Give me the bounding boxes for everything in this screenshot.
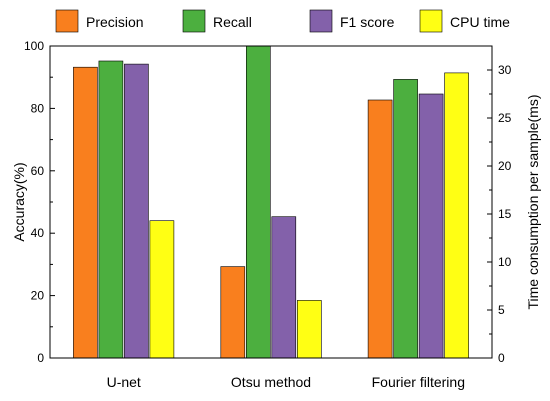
bar-cpu-time-otsu-method: [296, 300, 322, 359]
y2-tick-label: 15: [498, 207, 512, 221]
y-tick-label: 60: [31, 164, 45, 178]
y-tick-label: 40: [31, 226, 45, 240]
legend-swatch-recall: [182, 9, 206, 33]
bar-f1-score-u-net: [124, 63, 149, 359]
bar-precision-otsu-method: [220, 266, 246, 359]
legend-swatch-precision: [55, 9, 79, 33]
y-tick-label: 0: [37, 351, 44, 365]
legend-label: CPU time: [450, 14, 510, 30]
bar-f1-score-otsu-method: [271, 216, 297, 359]
bar-recall-u-net: [98, 60, 124, 359]
y-tick-label: 20: [31, 289, 45, 303]
y2-tick-label: 10: [498, 255, 512, 269]
y-axis-title: Accuracy(%): [11, 162, 27, 241]
legend: Precision Recall F1 score CPU time: [55, 9, 510, 33]
bar-precision-u-net: [73, 66, 98, 359]
y2-tick-label: 25: [498, 111, 512, 125]
legend-swatch-cpu-time: [419, 9, 443, 33]
axes: U-net Otsu method Fourier filtering 0 20 40 60…: [24, 39, 512, 390]
y2-tick-label: 0: [498, 351, 505, 365]
bar-recall-otsu-method: [246, 45, 271, 359]
bar-f1-score-fourier-filtering: [418, 93, 444, 359]
y-tick-label: 80: [31, 101, 45, 115]
bars: [73, 45, 469, 359]
bar-cpu-time-u-net: [149, 220, 175, 359]
y2-tick-label: 20: [498, 159, 512, 173]
y2-tick-label: 5: [498, 303, 505, 317]
y2-tick-label: 30: [498, 63, 512, 77]
bar-cpu-time-fourier-filtering: [444, 72, 469, 359]
bar-precision-fourier-filtering: [367, 99, 393, 359]
x-tick-label: Fourier filtering: [372, 374, 465, 390]
x-tick-label: Otsu method: [231, 374, 311, 390]
y-tick-label: 100: [24, 39, 44, 53]
y2-axis-title: Time consumption per sample(ms): [525, 95, 541, 310]
legend-label: Recall: [213, 14, 252, 30]
legend-label: Precision: [86, 14, 144, 30]
x-tick-label: U-net: [107, 374, 141, 390]
legend-swatch-f1-score: [309, 9, 333, 33]
bar-recall-fourier-filtering: [393, 79, 418, 359]
legend-label: F1 score: [340, 14, 395, 30]
